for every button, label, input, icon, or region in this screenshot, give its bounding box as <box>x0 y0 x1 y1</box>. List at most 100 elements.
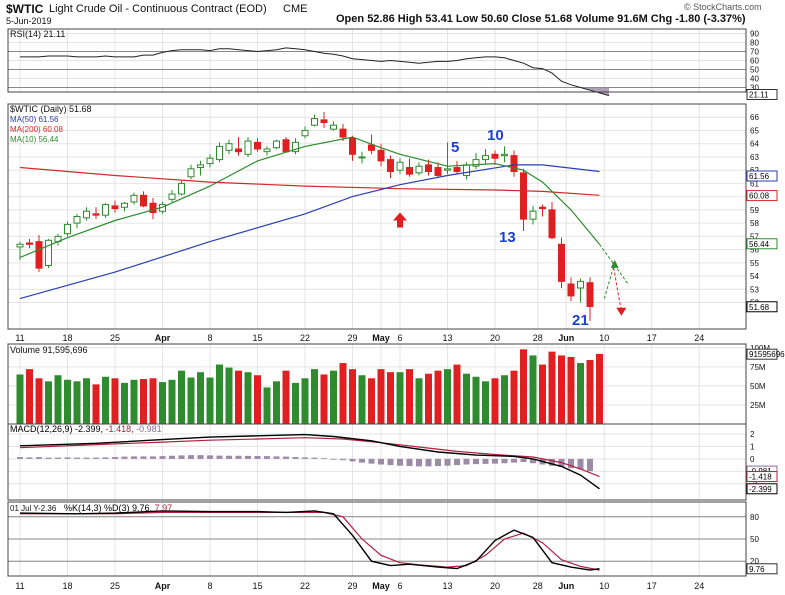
projection-line <box>599 244 629 285</box>
stochastic-k-line <box>19 510 600 571</box>
macd-histogram-bar <box>473 458 479 465</box>
rsi-last-value-box <box>746 89 778 101</box>
candle-body <box>434 167 442 176</box>
candle-body <box>406 167 413 175</box>
volume-bar <box>140 379 147 424</box>
candle-body <box>130 194 138 203</box>
candle-body <box>396 161 404 171</box>
candle-body <box>463 164 470 176</box>
macd-histogram-bar <box>273 456 280 459</box>
macd-histogram-bar <box>188 455 194 459</box>
volume-bar <box>16 374 24 424</box>
volume-legend: Volume 91,595,696 <box>10 345 88 355</box>
price-tick: 63 <box>750 153 759 162</box>
macd-histogram-bar <box>17 457 23 459</box>
price-tick: 56 <box>750 246 759 255</box>
volume-bar <box>330 370 337 424</box>
macd-histogram-bar <box>311 457 318 459</box>
volume-bar <box>273 381 280 424</box>
open-label: Open <box>336 13 365 25</box>
rsi-tick: 50 <box>750 66 759 75</box>
volume-bar <box>415 378 423 424</box>
candle-body <box>558 243 565 282</box>
macd-histogram-bar <box>463 458 470 465</box>
ma10-legend: MA(10) 56.44 <box>10 135 59 144</box>
macd-histogram-bar <box>501 458 508 464</box>
ma200-legend: MA(200) 60.08 <box>10 125 63 134</box>
volume-bar <box>586 360 594 424</box>
volume-bar <box>254 375 261 424</box>
candle-body <box>168 193 176 200</box>
candle-body <box>301 129 309 137</box>
macd-histogram-bar <box>416 458 422 467</box>
macd-histogram-bar <box>406 458 413 467</box>
macd-panel <box>7 423 747 501</box>
volume-bar <box>35 378 43 424</box>
sto-x-tick: 17 <box>647 581 657 591</box>
sto-x-tick: 8 <box>207 581 212 591</box>
macd-legend-part: -1.418, <box>106 424 137 434</box>
candle-body <box>320 119 328 124</box>
rsi-legend: RSI(14) 21.11 <box>10 29 65 39</box>
macd-last-value: -2.399 <box>749 485 772 494</box>
price-tick: 66 <box>750 113 759 122</box>
macd-histogram-bar <box>425 458 432 467</box>
price-tick: 54 <box>750 272 759 281</box>
stochastic-note: 01 Jul Y-2.36 <box>10 504 57 513</box>
candle-body <box>501 153 508 157</box>
wave-label-13: 13 <box>499 229 516 246</box>
volume-bar <box>83 378 90 424</box>
macd-histogram-bar <box>349 458 356 462</box>
volume-bar <box>244 372 252 424</box>
instrument-name: Light Crude Oil - Continuous Contract (E… <box>49 3 267 15</box>
price-tick: 57 <box>750 232 759 241</box>
macd-histogram-bar <box>131 456 137 459</box>
volume-bar <box>377 369 385 424</box>
volume-bar <box>282 370 290 424</box>
candle-body <box>178 182 185 195</box>
volume-bar <box>501 375 508 424</box>
price-last-value: 56.44 <box>749 240 770 249</box>
price-tick: 59 <box>750 206 759 215</box>
candle-body <box>491 153 499 159</box>
candle-body <box>358 156 366 159</box>
ma50-legend: MA(50) 61.56 <box>10 115 59 124</box>
candle-body <box>92 213 100 216</box>
sto-x-tick: 20 <box>490 581 500 591</box>
close-label: Close <box>511 13 542 25</box>
chg-value: -1.80 (-3.37%) <box>675 13 746 25</box>
projection-line <box>603 262 616 299</box>
sto-x-tick: 29 <box>347 581 357 591</box>
candle-body <box>244 140 252 155</box>
macd-histogram-bar <box>36 457 42 459</box>
volume-bar <box>102 376 109 424</box>
candle-body <box>121 202 128 208</box>
sto-x-tick: 10 <box>599 581 609 591</box>
sto-x-tick: 25 <box>110 581 120 591</box>
price-x-tick: 6 <box>397 333 402 343</box>
candle-body <box>548 209 556 239</box>
ma200-line <box>19 166 600 196</box>
volume-bar <box>444 369 451 424</box>
rsi-tick: 80 <box>750 39 759 48</box>
wave-label-5: 5 <box>451 139 459 156</box>
macd-histogram-bar <box>283 456 289 459</box>
macd-last-value-box <box>746 471 778 483</box>
stochastic-legend-part: 7.97 <box>155 503 173 513</box>
volume-bar <box>349 369 356 424</box>
candle-body <box>425 164 432 173</box>
price-x-tick: 28 <box>533 333 543 343</box>
volume-bar <box>159 382 166 424</box>
volume-bar <box>320 374 328 424</box>
candle-body <box>235 148 242 153</box>
candle-body <box>577 280 584 289</box>
macd-histogram-bar <box>359 458 365 463</box>
macd-histogram-bar <box>245 455 251 459</box>
volume-bar <box>339 363 347 424</box>
price-x-tick: 15 <box>252 333 262 343</box>
price-x-tick: 8 <box>207 333 212 343</box>
candle-body <box>254 141 261 150</box>
candle-body <box>197 164 204 169</box>
volume-bar <box>197 372 204 424</box>
